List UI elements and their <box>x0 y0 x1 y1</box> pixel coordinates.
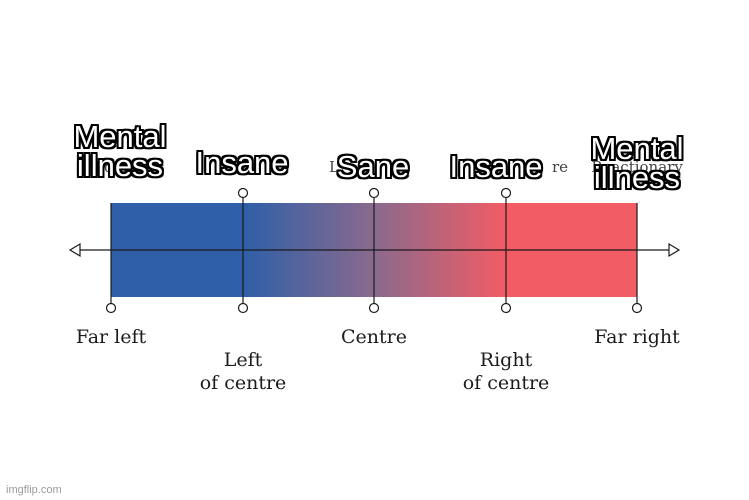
caption-sane: Sane <box>336 149 410 184</box>
caption-insane-left: Insane <box>195 145 289 180</box>
label-centre: Centre <box>341 326 407 349</box>
label-far-right: Far right <box>594 326 680 349</box>
caption-mental-illness-right: Mental illness <box>590 131 684 195</box>
label-right-of-centre-text: Right of centre <box>462 349 550 394</box>
label-far-right-text: Far right <box>594 326 680 348</box>
label-left-of-centre: Left of centre <box>200 326 287 395</box>
tick-left-of-centre <box>237 187 249 314</box>
label-right-of-centre: Right of centre <box>463 326 550 395</box>
caption-mental-illness-left: Mental illness <box>73 119 167 183</box>
under-label-reactionary: Reactionary <box>591 158 683 176</box>
left-arrow-icon <box>68 242 81 258</box>
label-centre-text: Centre <box>341 326 407 348</box>
label-far-left-text: Far left <box>75 326 147 348</box>
imgflip-watermark: imgflip.com <box>6 484 62 496</box>
right-arrow-icon <box>668 242 681 258</box>
under-label-radical: Radical <box>83 158 141 176</box>
under-label-faded-right: re <box>551 158 569 176</box>
label-left-of-centre-text: Left of centre <box>199 349 287 394</box>
caption-insane-right: Insane <box>449 149 543 184</box>
label-far-left: Far left <box>76 326 146 349</box>
tick-centre <box>368 187 380 314</box>
under-label-faded-left: L <box>329 158 339 176</box>
tick-far-left <box>105 203 117 314</box>
tick-right-of-centre <box>500 187 512 314</box>
tick-far-right <box>631 203 643 314</box>
